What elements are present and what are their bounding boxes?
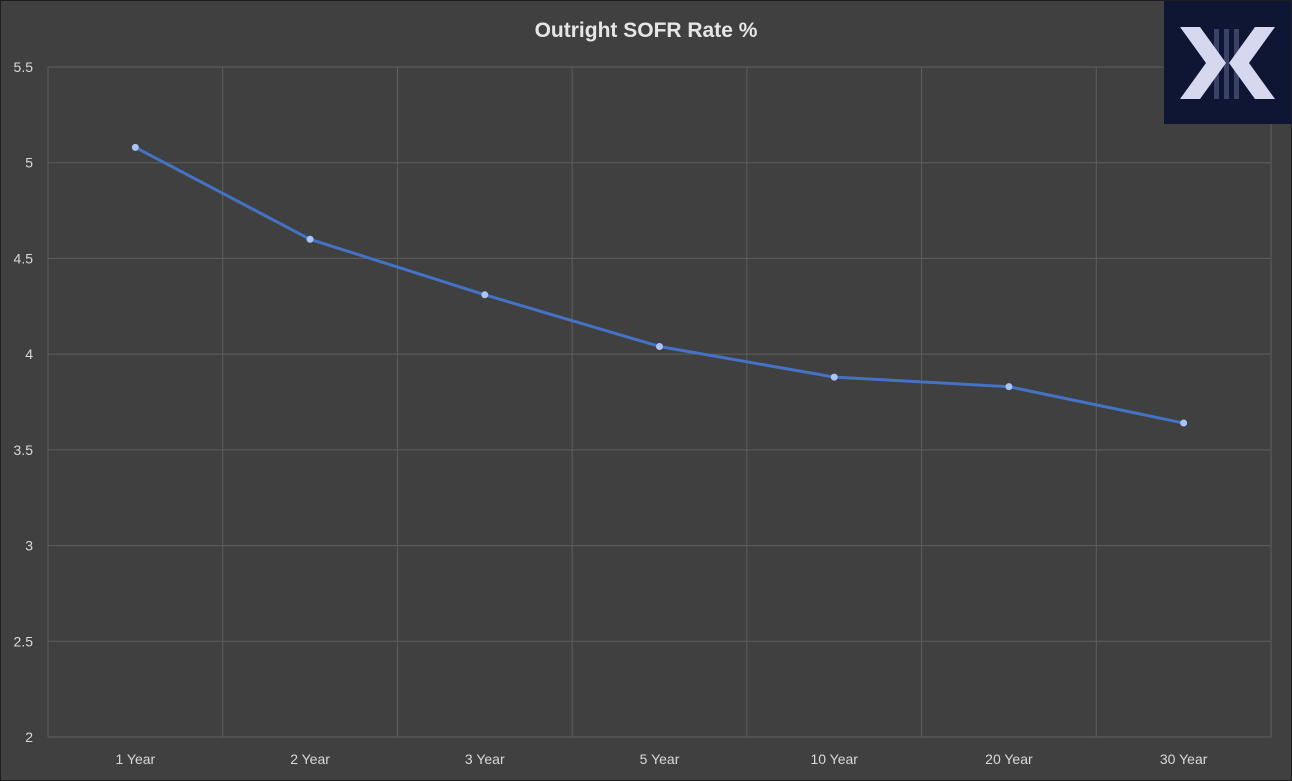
y-axis-ticks: 2 2.5 3 3.5 4 4.5 5 5.5	[14, 59, 34, 745]
y-tick-label: 5.5	[14, 59, 34, 75]
x-tick-label: 1 Year	[115, 751, 155, 767]
chart-title: Outright SOFR Rate %	[535, 19, 758, 42]
series-line	[133, 145, 1186, 425]
x-tick-label: 5 Year	[640, 751, 680, 767]
y-tick-label: 4.5	[14, 250, 34, 266]
y-tick-label: 2.5	[14, 633, 34, 649]
y-tick-label: 3	[25, 538, 33, 554]
data-point	[656, 342, 663, 350]
x-tick-label: 20 Year	[985, 751, 1033, 767]
x-tick-label: 10 Year	[810, 751, 858, 767]
y-tick-label: 2	[25, 729, 33, 745]
data-point	[830, 373, 838, 381]
x-axis-ticks: 1 Year 2 Year 3 Year 5 Year 10 Year 20 Year 30…	[115, 751, 1207, 767]
data-point	[1005, 383, 1013, 391]
x-tick-label: 2 Year	[290, 751, 330, 767]
grid-lines	[47, 66, 1272, 738]
y-tick-label: 4	[25, 346, 33, 362]
data-point	[306, 235, 314, 243]
y-tick-label: 5	[25, 155, 33, 171]
x-tick-label: 3 Year	[465, 751, 505, 767]
brand-logo	[1164, 1, 1291, 124]
x-tick-label: 30 Year	[1160, 751, 1208, 767]
data-point	[481, 291, 489, 299]
y-tick-label: 3.5	[14, 442, 34, 458]
data-point	[1180, 419, 1188, 427]
series-layer	[131, 143, 1188, 427]
x-brand-logo-icon	[1180, 27, 1275, 99]
data-point	[131, 143, 139, 151]
